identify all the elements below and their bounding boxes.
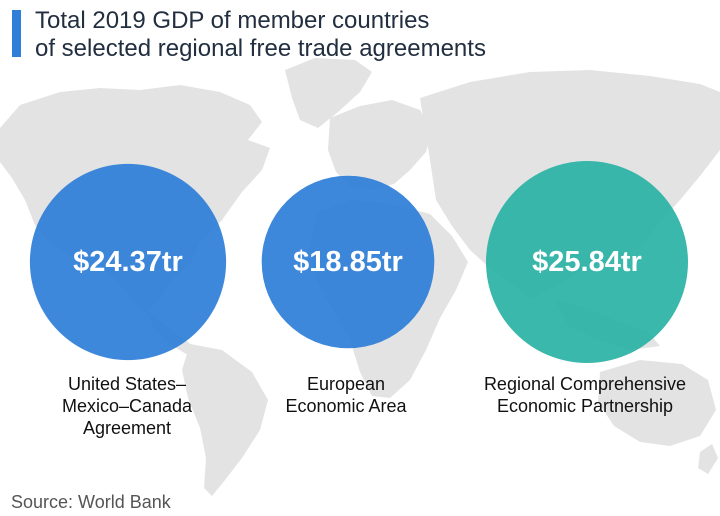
title-accent-bar <box>12 10 21 57</box>
chart-title: Total 2019 GDP of member countries of se… <box>35 7 705 63</box>
bubble-value-label-usmca: $24.37tr <box>73 246 183 278</box>
europe-shape <box>328 100 432 190</box>
category-label-rcep: Regional Comprehensive Economic Partners… <box>455 373 715 417</box>
source-note: Source: World Bank <box>11 492 171 512</box>
category-label-rcep-line-2: Economic Partnership <box>496 396 674 416</box>
australia-shape <box>598 360 716 446</box>
south-america-shape <box>182 344 268 496</box>
bubble-eea <box>261 175 435 349</box>
chart-title-line-2: of selected regional free trade agreemen… <box>35 35 486 62</box>
greenland-shape <box>285 58 372 128</box>
new-zealand-shape <box>698 444 718 474</box>
category-label-eea: European Economic Area <box>216 373 476 417</box>
category-label-usmca-line-2: Mexico–Canada <box>61 396 193 416</box>
category-label-eea-line-2: Economic Area <box>285 396 407 416</box>
category-label-rcep-line-1: Regional Comprehensive <box>483 374 687 394</box>
bubble-usmca <box>29 163 227 361</box>
bubble-value-label-rcep: $25.84tr <box>532 246 642 278</box>
category-label-usmca: United States– Mexico–Canada Agreement <box>0 373 257 439</box>
bubble-rcep <box>486 161 688 363</box>
chart-title-line-1: Total 2019 GDP of member countries <box>35 7 430 34</box>
category-label-usmca-line-3: Agreement <box>82 418 172 438</box>
category-label-eea-line-1: European <box>306 374 386 394</box>
category-label-usmca-line-1: United States– <box>67 374 187 394</box>
bubble-value-label-eea: $18.85tr <box>293 246 403 278</box>
